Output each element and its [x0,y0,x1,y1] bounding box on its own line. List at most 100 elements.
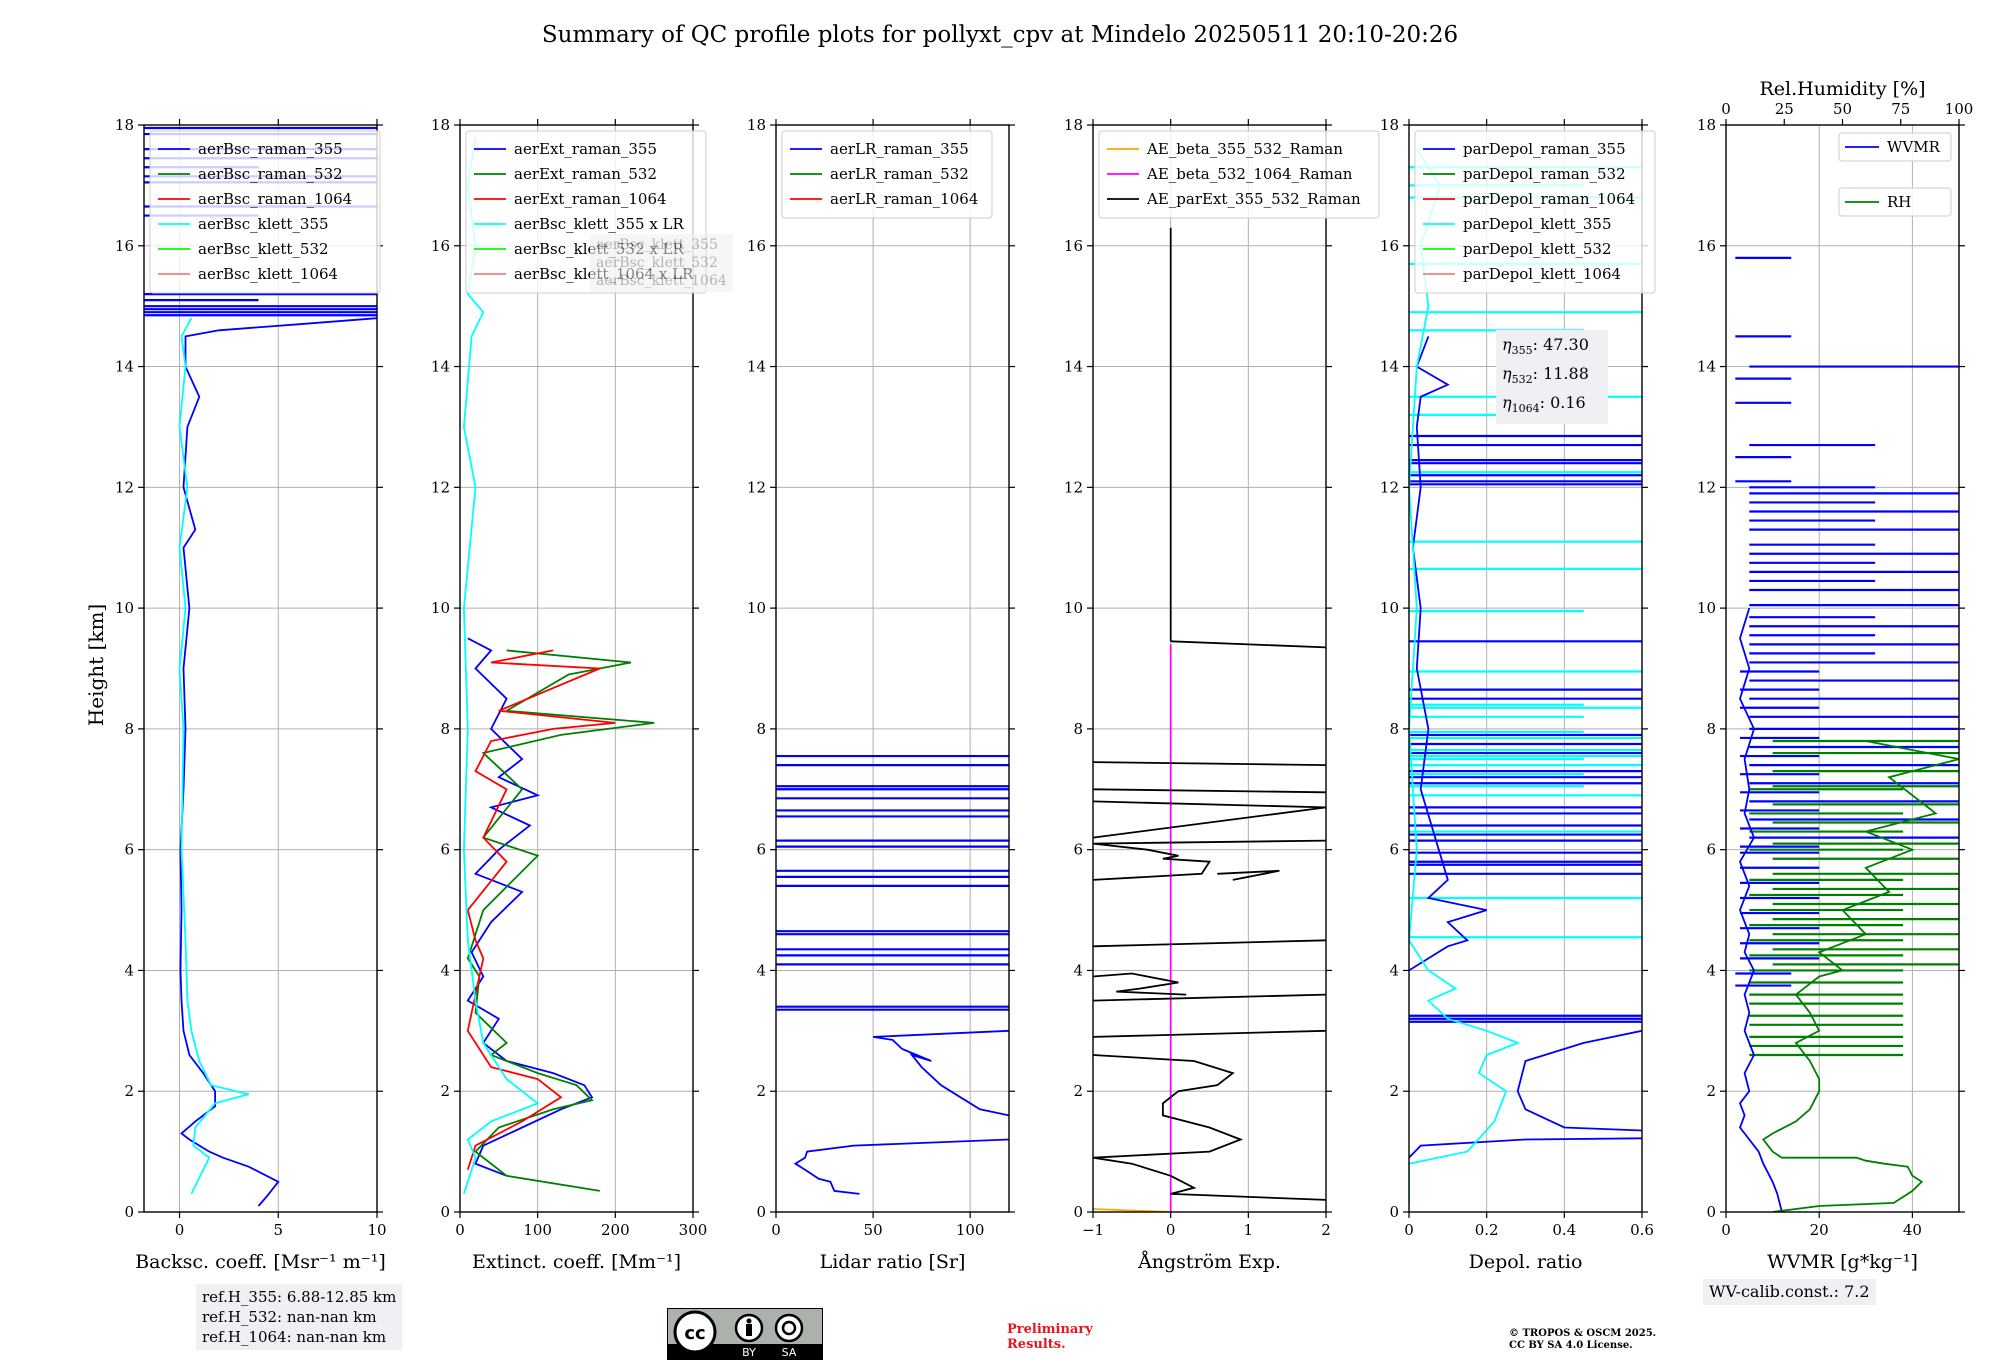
y-tick-label: 2 [124,1082,134,1100]
y-tick-label: 16 [1380,237,1399,255]
y-tick-label: 10 [1697,599,1716,617]
y-tick-label: 4 [1706,961,1716,979]
plot-frame [459,124,694,1213]
legend-box [781,130,993,219]
y-tick-label: 6 [756,841,766,859]
plot-frame [1408,124,1643,1213]
x-tick-label: −1 [1082,1221,1104,1239]
top-tick-label: 50 [1833,100,1852,118]
series-aerLR_raman_355b [872,1029,1009,1117]
ghost-legend-entry: aerBsc_klett_355 [596,237,718,253]
y-tick-label: 16 [1064,237,1083,255]
y-tick-label: 4 [440,961,450,979]
eta-1064: η1064: 0.16 [1502,393,1586,416]
legend-label: RH [1887,193,1911,211]
x-tick-label: 0 [771,1221,781,1239]
eta-box: η355: 47.30 η532: 11.88 η1064: 0.16 [1496,330,1608,424]
x-tick-label: 2 [1321,1221,1331,1239]
legend: WVMR RH [1838,132,1952,217]
x-tick-label: 0 [1404,1221,1414,1239]
legend: aerBsc_raman_355 aerBsc_raman_532 aerBsc_r… [149,130,381,294]
y-tick-label: 16 [1697,237,1716,255]
y-tick-label: 14 [747,358,766,376]
series-parDepol_klett_355 [1409,148,1521,1206]
series-aerBsc_raman_355 [179,317,377,1207]
y-tick-label: 4 [1073,961,1083,979]
series-aerExt_raman_532 [466,649,655,1192]
legend-box [1838,187,1952,217]
by-label: BY [742,1346,756,1359]
y-tick-label: 12 [1064,478,1083,496]
x-tick-label: 10 [367,1221,386,1239]
svg-text:cc: cc [684,1323,705,1344]
legend-label: aerLR_raman_532 [830,165,969,183]
series-aerBsc_klett_355 x LR [462,136,540,1195]
series-RH [1761,740,1959,1212]
y-tick-label: 10 [431,599,450,617]
plot-frame [1725,124,1960,1213]
y-tick-label: 8 [1706,720,1716,738]
copyright-line: © TROPOS & OSCM 2025. [1509,1328,1657,1339]
legend: aerLR_raman_355 aerLR_raman_532 aerLR_rama… [781,130,993,219]
y-tick-label: 0 [124,1203,134,1221]
y-tick-label: 2 [756,1082,766,1100]
y-tick-label: 0 [756,1203,766,1221]
preliminary-note: Preliminary Results. [1007,1322,1093,1352]
legend-label: parDepol_klett_1064 [1463,265,1621,283]
legend-label: parDepol_raman_355 [1463,140,1626,158]
series-AE_parExt_c [1093,993,1326,1002]
series-parDepol_raman_355c [1409,336,1487,972]
series-AE_parExt_e [1093,939,1326,948]
legend-label: AE_parExt_355_532_Raman [1146,190,1361,208]
legend-label: aerBsc_klett_532 [198,240,329,258]
x-tick-label: 200 [601,1221,630,1239]
y-tick-label: 14 [1064,358,1083,376]
legend-label: aerExt_raman_532 [514,165,657,183]
x-axis-label: Extinct. coeff. [Mm⁻¹] [472,1251,681,1273]
y-axis-label: Height [km] [84,604,108,726]
plot-bsc: 0 5 10 0 2 4 6 8 10 12 14 16 18 Backsc. coeff. [Msr⁻¹… [115,116,387,1273]
y-tick-label: 14 [431,358,450,376]
legend-label: AE_beta_532_1064_Raman [1146,165,1353,183]
legend: parDepol_raman_355 parDepol_raman_532 parD… [1414,130,1656,294]
sa-label: SA [782,1346,797,1359]
x-tick-label: 300 [679,1221,708,1239]
series-AE_parExt_i [1093,761,1326,766]
x-tick-label: 0 [1721,1221,1731,1239]
legend-label: aerBsc_raman_355 [198,140,343,158]
wv-calib-box: WV-calib.const.: 7.2 [1703,1279,1876,1305]
y-tick-label: 0 [1389,1203,1399,1221]
plot-depol: 0 0.2 0.4 0.6 0 2 4 6 8 10 12 14 16 18 Depol. ratio par… [1380,116,1656,1273]
legend-label: aerBsc_klett_1064 [198,265,338,283]
y-tick-label: 18 [431,116,450,134]
y-tick-label: 0 [440,1203,450,1221]
legend-box [1414,130,1656,294]
data-layer [1093,227,1326,1212]
cc-icon [673,1310,717,1354]
data-layer [776,754,1009,1195]
x-tick-label: 0.4 [1552,1221,1576,1239]
legend-label: aerExt_raman_1064 [514,190,667,208]
top-tick-label: 25 [1775,100,1794,118]
series-aerExt_raman_1064 [466,649,616,1170]
sa-icon [774,1313,804,1343]
wv-calib-text: WV-calib.const.: 7.2 [1709,1282,1870,1301]
legend-label: aerBsc_raman_1064 [198,190,352,208]
y-tick-label: 6 [1073,841,1083,859]
x-tick-label: 100 [523,1221,552,1239]
data-layer [1735,256,1959,1212]
y-tick-label: 8 [124,720,134,738]
y-tick-label: 12 [1697,478,1716,496]
ref-height-355: ref.H_355: 6.88-12.85 km [202,1288,397,1306]
series-AE_parExt_g [1093,800,1326,839]
legend-label: aerBsc_klett_355 [198,215,329,233]
y-tick-label: 10 [115,599,134,617]
y-tick-label: 12 [431,478,450,496]
x-tick-label: 0.2 [1475,1221,1499,1239]
plot-frame [775,124,1010,1213]
x-tick-label: 40 [1903,1221,1922,1239]
top-axis-label: Rel.Humidity [%] [1759,78,1925,100]
y-tick-label: 10 [1064,599,1083,617]
y-tick-label: 6 [124,841,134,859]
series-AE_parExt_j [1170,640,1326,649]
